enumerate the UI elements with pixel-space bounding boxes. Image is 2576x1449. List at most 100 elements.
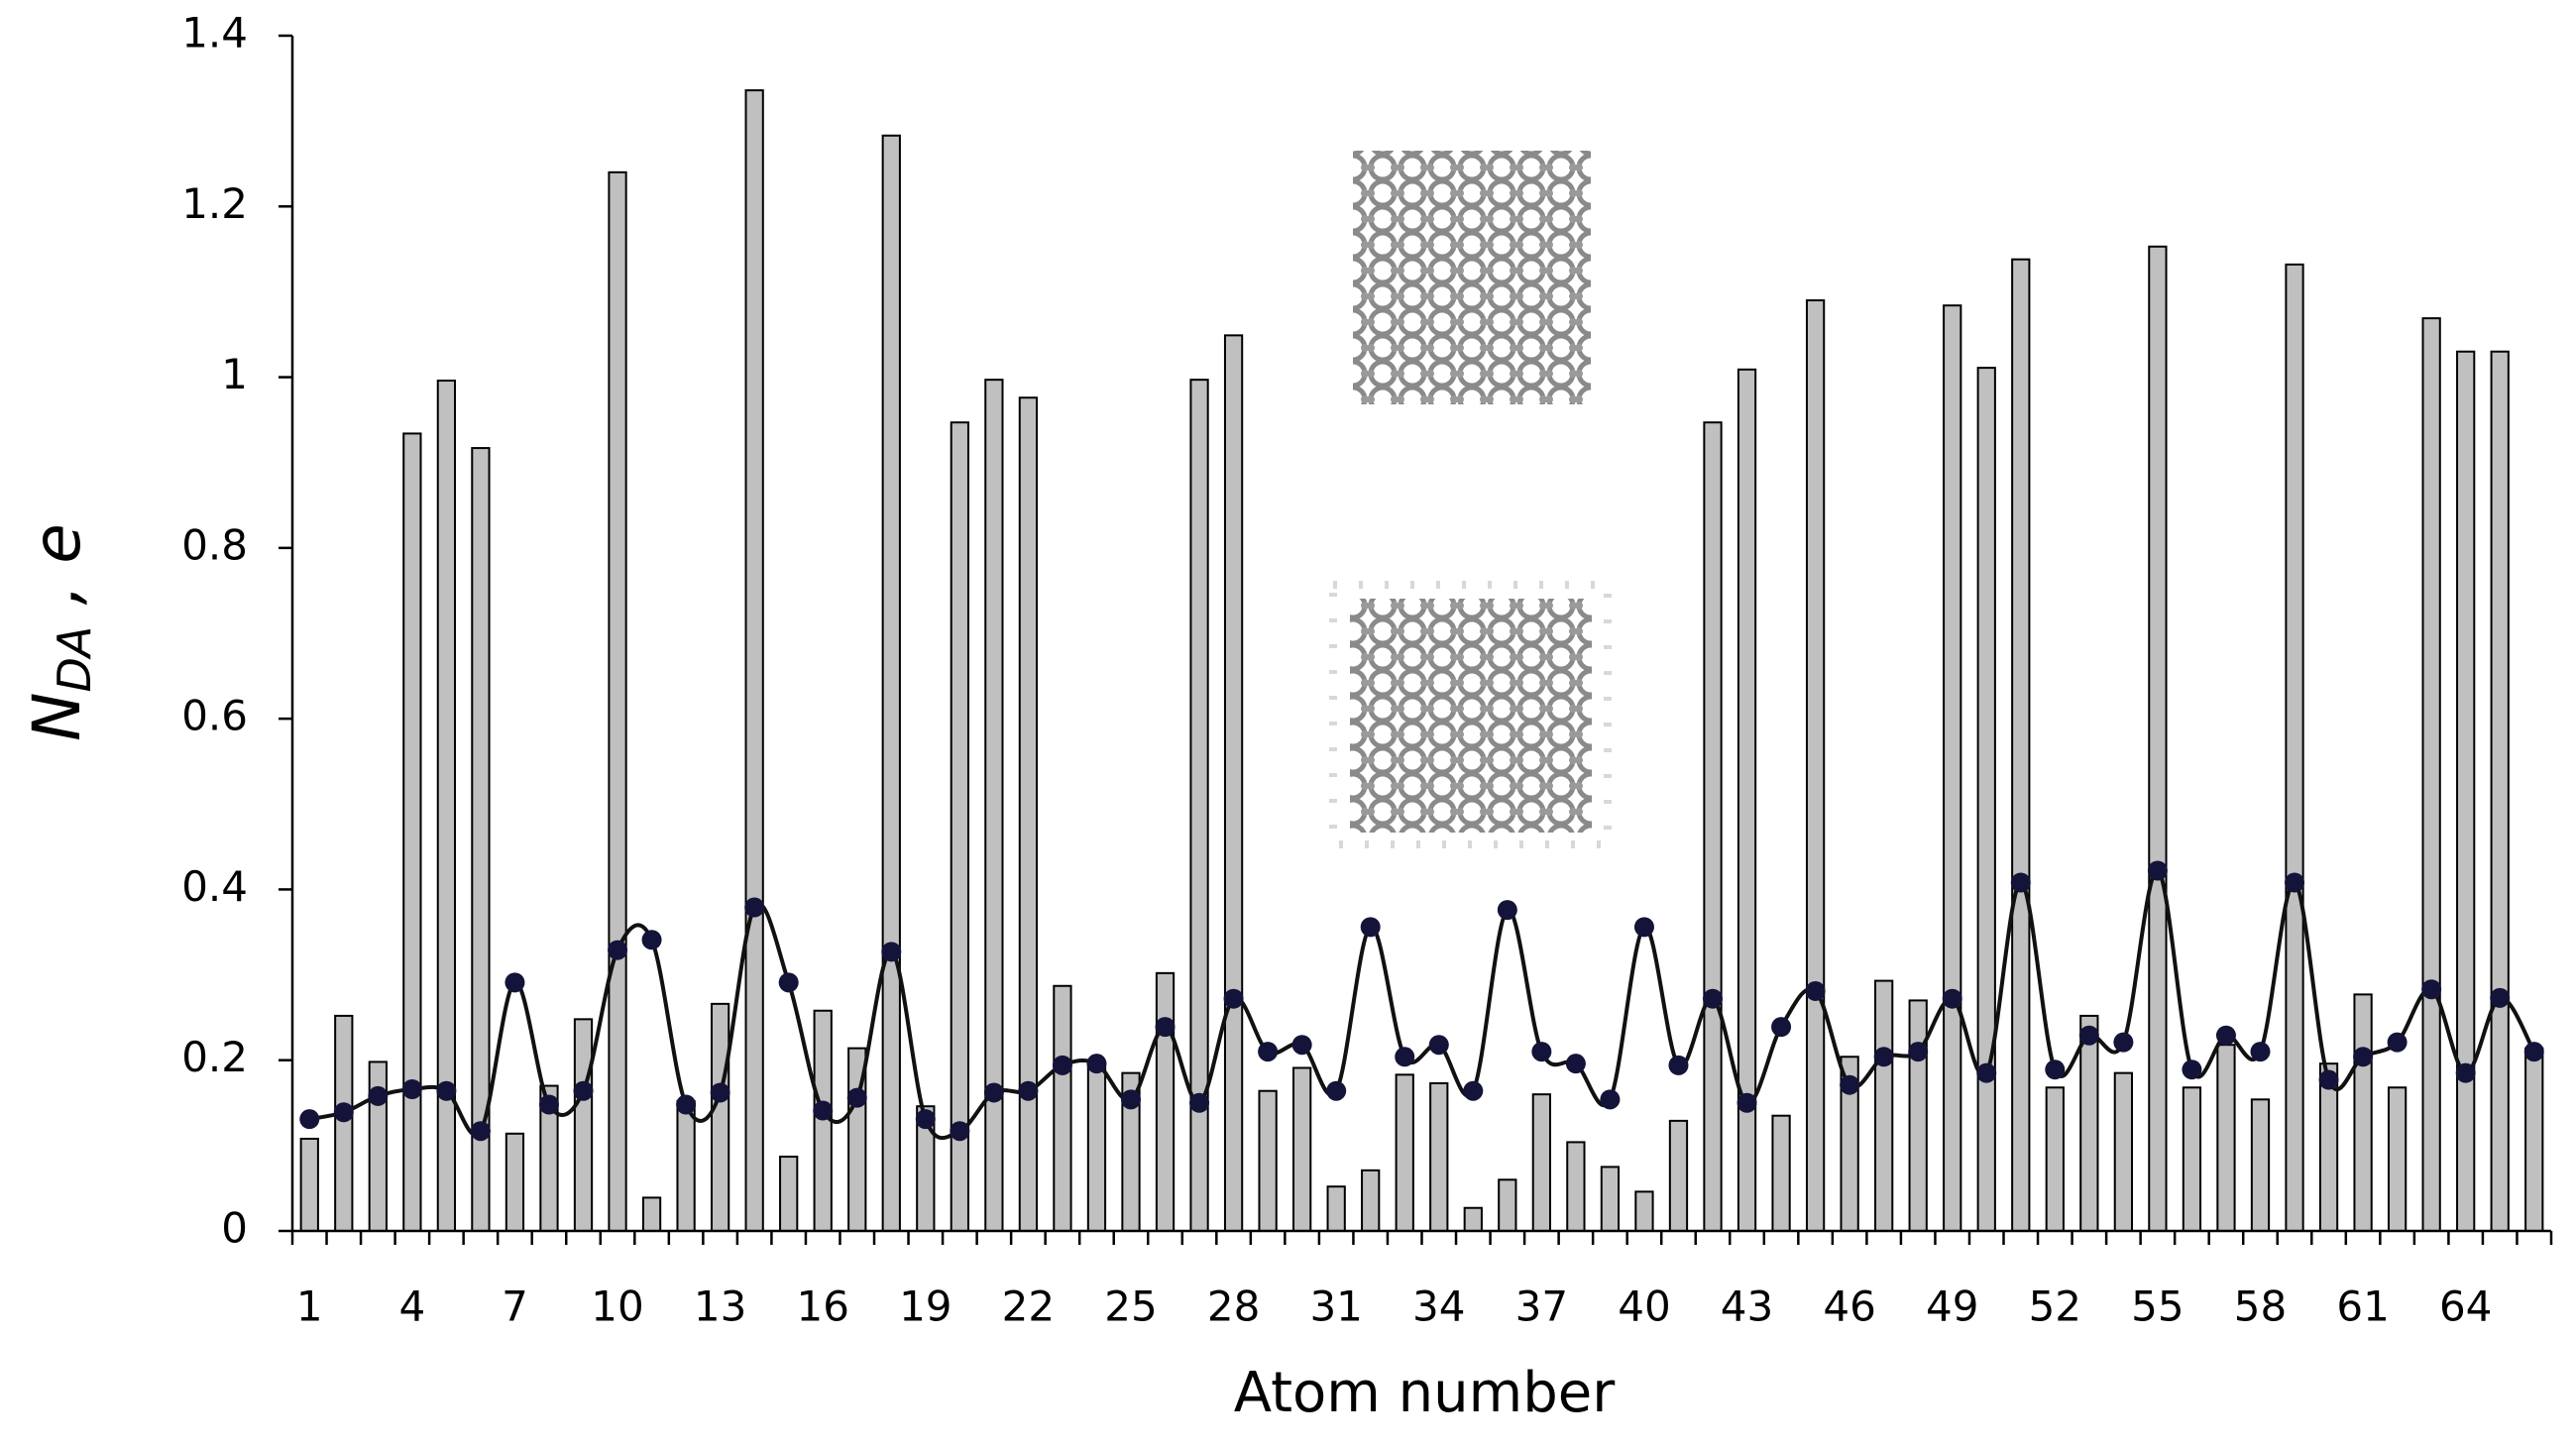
y-title-sub: DA xyxy=(48,626,101,693)
x-tick-label: 46 xyxy=(1823,1282,1875,1331)
bar xyxy=(1600,1166,1621,1232)
bar xyxy=(779,1156,799,1232)
y-tick-label: 0 xyxy=(221,1204,248,1253)
y-tick-label: 0.6 xyxy=(181,692,248,740)
y-tick-label: 1 xyxy=(221,350,248,398)
marker xyxy=(1771,1017,1792,1038)
bar xyxy=(744,89,764,1232)
marker xyxy=(2523,1042,2544,1062)
x-tick-label: 28 xyxy=(1207,1282,1260,1331)
molecule-hydrogenated xyxy=(1350,599,1592,833)
marker xyxy=(1873,1047,1894,1067)
marker xyxy=(1258,1042,1279,1062)
marker xyxy=(813,1100,834,1121)
bar xyxy=(2285,263,2304,1232)
x-tick-label: 61 xyxy=(2336,1282,2389,1331)
marker xyxy=(1326,1080,1347,1101)
x-tick-label: 40 xyxy=(1618,1282,1670,1331)
y-tick-label: 1.2 xyxy=(181,179,248,228)
bar xyxy=(1703,421,1723,1232)
bar xyxy=(1976,367,1996,1232)
x-tick-label: 43 xyxy=(1721,1282,1773,1331)
x-tick-label: 25 xyxy=(1104,1282,1157,1331)
molecule-hydrogens xyxy=(1329,581,1612,848)
marker xyxy=(2182,1059,2202,1080)
marker xyxy=(1942,988,1962,1009)
marker xyxy=(1395,1047,1415,1067)
y-tick-label: 0.8 xyxy=(181,520,248,569)
inset-graphene-h xyxy=(1329,581,1612,848)
marker xyxy=(641,930,662,950)
bar xyxy=(608,170,627,1232)
inset-graphene xyxy=(1353,151,1591,404)
bar xyxy=(2387,1086,2408,1233)
bar xyxy=(1634,1190,1654,1232)
bar xyxy=(2524,1047,2544,1233)
bar xyxy=(2148,245,2168,1233)
marker xyxy=(1086,1054,1107,1074)
bar xyxy=(1463,1206,1483,1233)
marker xyxy=(1600,1089,1621,1110)
marker xyxy=(2045,1059,2066,1080)
x-tick-label: 16 xyxy=(796,1282,848,1331)
marker xyxy=(1840,1074,1860,1095)
marker xyxy=(299,1109,320,1130)
x-axis-title: Atom number xyxy=(1234,1361,1616,1425)
bar xyxy=(1361,1169,1381,1233)
bar xyxy=(299,1137,319,1232)
bar xyxy=(950,421,969,1232)
bar xyxy=(2113,1071,2134,1233)
marker xyxy=(1052,1055,1072,1075)
marker xyxy=(1531,1042,1552,1062)
marker xyxy=(710,1082,730,1103)
marker xyxy=(2353,1047,2374,1067)
marker xyxy=(2250,1042,2271,1062)
marker xyxy=(846,1087,867,1108)
y-title-main: N xyxy=(19,693,95,741)
bar xyxy=(1223,334,1244,1232)
marker xyxy=(2113,1032,2134,1053)
marker xyxy=(950,1121,970,1142)
x-tick-label: 22 xyxy=(1002,1282,1055,1331)
bar xyxy=(710,1002,730,1232)
marker xyxy=(881,942,902,962)
marker xyxy=(676,1094,697,1115)
marker xyxy=(1223,988,1244,1009)
marker xyxy=(1976,1062,1997,1083)
marker xyxy=(1908,1042,1929,1062)
marker xyxy=(436,1080,457,1101)
bar xyxy=(676,1100,696,1233)
bar xyxy=(1668,1119,1689,1233)
bar xyxy=(1874,979,1894,1233)
bar xyxy=(1326,1185,1346,1232)
marker xyxy=(1805,980,1826,1001)
y-axis-title: NDA , e xyxy=(19,523,100,741)
bar xyxy=(1018,396,1039,1232)
bar xyxy=(1566,1141,1586,1232)
marker xyxy=(1565,1054,1586,1074)
bar xyxy=(1531,1093,1551,1232)
x-tick-label: 58 xyxy=(2234,1282,2287,1331)
y-tick-label: 1.4 xyxy=(181,9,248,57)
x-tick-label: 13 xyxy=(694,1282,746,1331)
bar xyxy=(2421,317,2441,1232)
marker xyxy=(915,1109,936,1130)
bar xyxy=(573,1018,594,1233)
bar xyxy=(984,379,1004,1232)
bar xyxy=(2011,258,2031,1232)
marker xyxy=(983,1082,1004,1103)
x-tick-label: 55 xyxy=(2131,1282,2184,1331)
marker xyxy=(333,1102,354,1123)
bar xyxy=(1155,971,1176,1232)
bar xyxy=(1395,1073,1414,1232)
bar xyxy=(2182,1086,2202,1233)
bar xyxy=(1429,1081,1449,1233)
marker xyxy=(504,972,525,993)
bar xyxy=(436,380,457,1232)
bar xyxy=(641,1196,662,1233)
y-tick-label: 0.4 xyxy=(181,862,248,911)
marker xyxy=(1463,1080,1484,1101)
x-tick-label: 34 xyxy=(1412,1282,1465,1331)
marker xyxy=(608,940,628,960)
marker xyxy=(2387,1032,2408,1053)
